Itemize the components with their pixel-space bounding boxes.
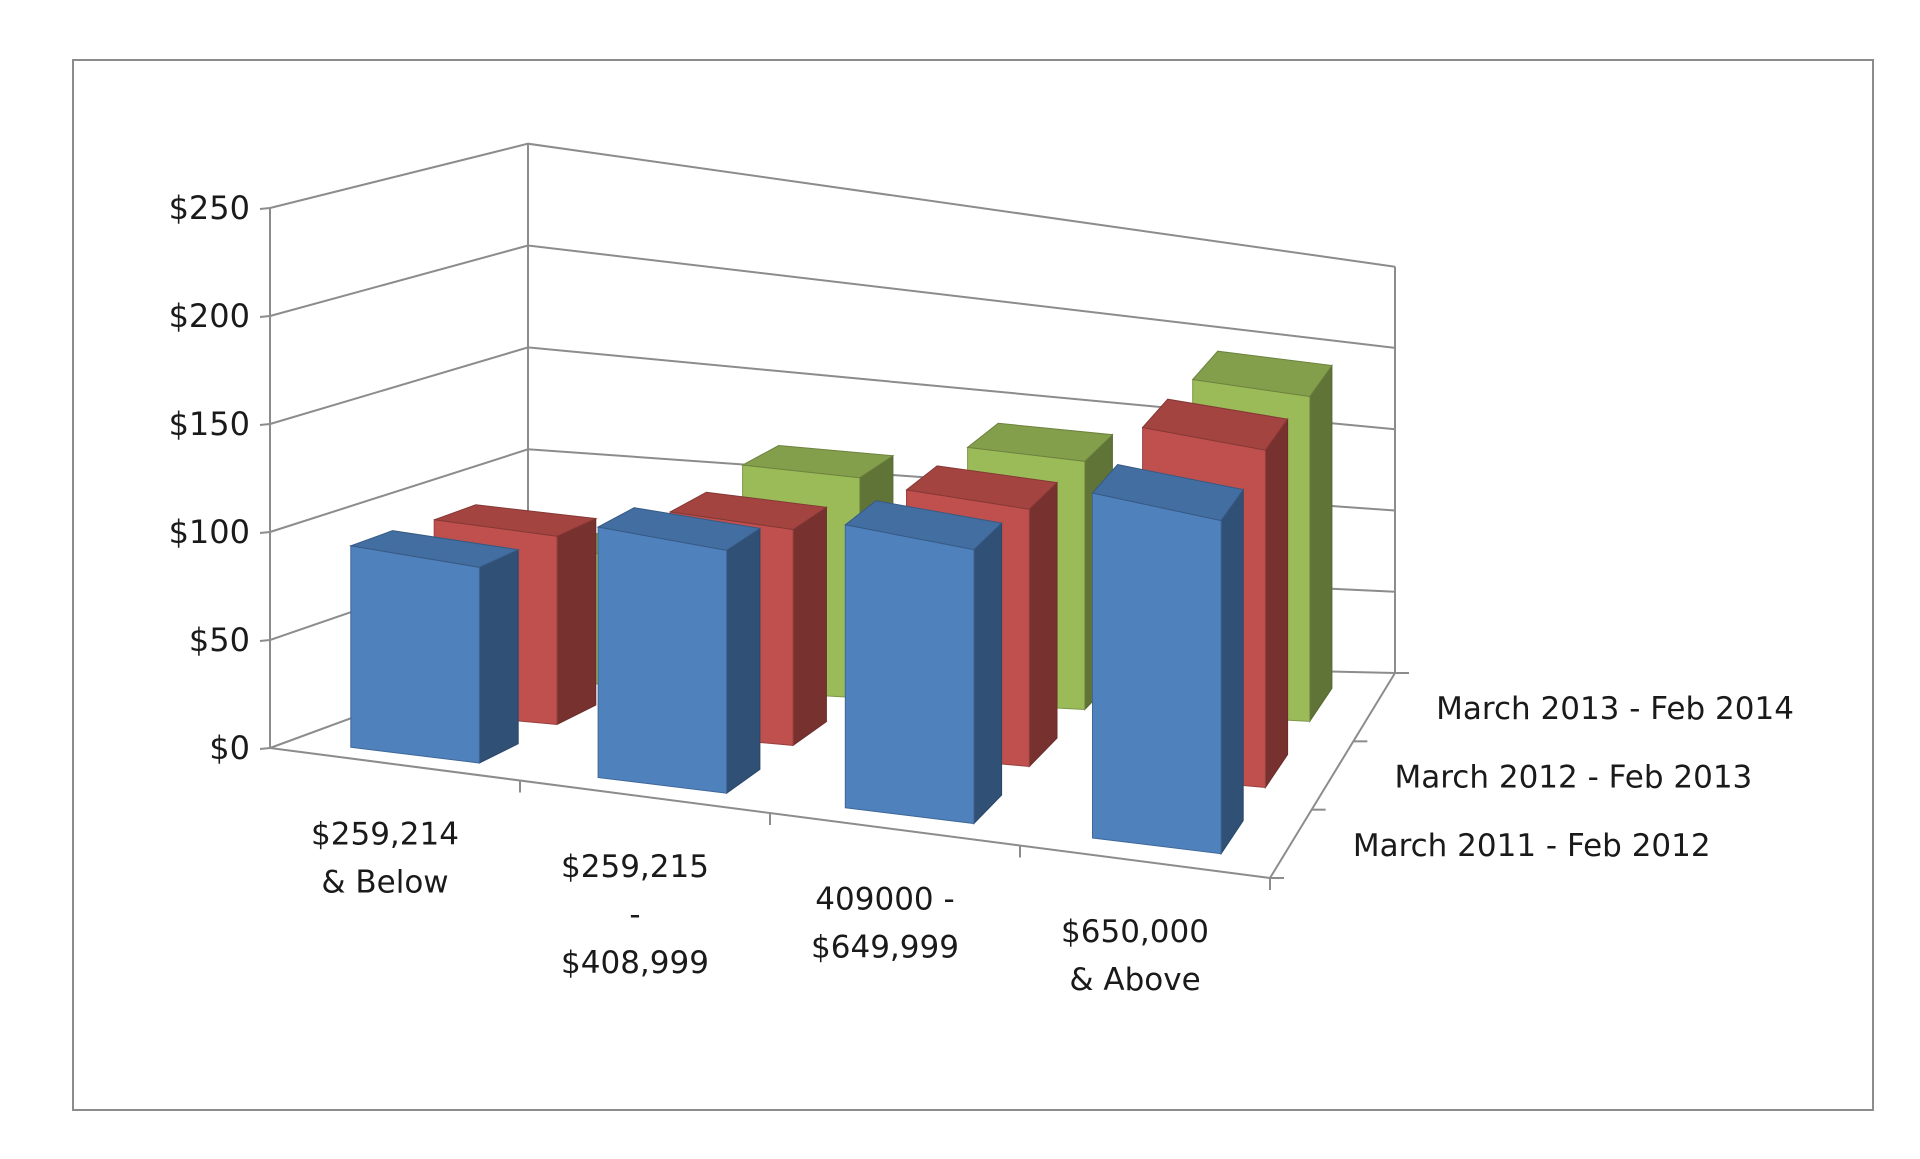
bars bbox=[348, 350, 1333, 856]
bar-top-face bbox=[348, 530, 520, 568]
bar-top-face bbox=[1141, 398, 1289, 451]
y-tick-label: $50 bbox=[189, 621, 250, 659]
bar-top-face bbox=[844, 500, 1003, 551]
bar-top-face bbox=[434, 504, 598, 537]
category-label-line: $259,215 bbox=[561, 849, 709, 885]
bar bbox=[596, 507, 762, 795]
category-label-line: - bbox=[629, 897, 640, 933]
bar-top-face bbox=[1091, 464, 1245, 522]
y-tick bbox=[259, 639, 271, 642]
bar-side-face bbox=[792, 506, 827, 747]
category-label-line: & Above bbox=[1069, 962, 1200, 998]
gridline bbox=[269, 346, 1396, 431]
category-label: $259,214 & Below bbox=[311, 816, 459, 900]
y-tick bbox=[259, 531, 271, 534]
bar-side-face bbox=[973, 521, 1003, 825]
bar bbox=[844, 500, 1003, 825]
category-label: 409000 - $649,999 bbox=[811, 881, 959, 965]
category-label: $259,215 - $408,999 bbox=[561, 849, 709, 981]
bar-top-face bbox=[1191, 350, 1333, 398]
series-label: March 2011 - Feb 2012 bbox=[1353, 828, 1711, 864]
category-label: $650,000 & Above bbox=[1061, 914, 1209, 998]
bar-top-face bbox=[740, 444, 895, 479]
bar-side-face bbox=[1264, 417, 1289, 790]
bar bbox=[348, 530, 520, 764]
bar-side-face bbox=[478, 548, 519, 764]
bar-front-face bbox=[597, 526, 728, 794]
y-tick bbox=[259, 747, 271, 750]
axis-labels: $0$50$100$150$200$250$259,214 & Below $259… bbox=[169, 189, 1794, 998]
bar-front-face bbox=[1092, 492, 1222, 855]
y-tick-label: $0 bbox=[209, 729, 250, 767]
bar-side-face bbox=[726, 527, 761, 795]
category-label-line: $650,000 bbox=[1061, 914, 1209, 950]
series-label: March 2013 - Feb 2014 bbox=[1436, 691, 1794, 727]
series-label: March 2012 - Feb 2013 bbox=[1395, 760, 1753, 796]
bar-top-face bbox=[905, 465, 1059, 510]
bar-top-face bbox=[966, 422, 1114, 462]
y-tick-label: $100 bbox=[169, 513, 250, 551]
bar-side-face bbox=[1220, 488, 1244, 856]
gridline bbox=[269, 244, 1396, 349]
category-label-line: $259,214 bbox=[311, 816, 459, 852]
category-label-line: $649,999 bbox=[811, 929, 959, 965]
axes bbox=[259, 207, 1409, 890]
bar-side-face bbox=[556, 517, 597, 726]
gridline bbox=[269, 142, 1396, 268]
bar-top-face bbox=[596, 507, 762, 551]
category-label-line: 409000 - bbox=[815, 881, 954, 917]
bar-side-face bbox=[1028, 481, 1058, 768]
y-tick-label: $200 bbox=[169, 297, 250, 335]
bar bbox=[1091, 464, 1245, 856]
y-tick bbox=[259, 315, 271, 318]
bar-side-face bbox=[1309, 363, 1333, 724]
y-tick-label: $150 bbox=[169, 405, 250, 443]
category-label-line: $408,999 bbox=[561, 945, 709, 981]
category-label-line: & Below bbox=[321, 864, 448, 900]
bar-front-face bbox=[844, 524, 975, 825]
depth-axis bbox=[1269, 672, 1396, 879]
bar-front-face bbox=[350, 545, 480, 764]
y-tick bbox=[259, 207, 271, 210]
y-tick-label: $250 bbox=[169, 189, 250, 227]
y-tick bbox=[259, 423, 271, 426]
bar-top-face bbox=[668, 491, 828, 531]
